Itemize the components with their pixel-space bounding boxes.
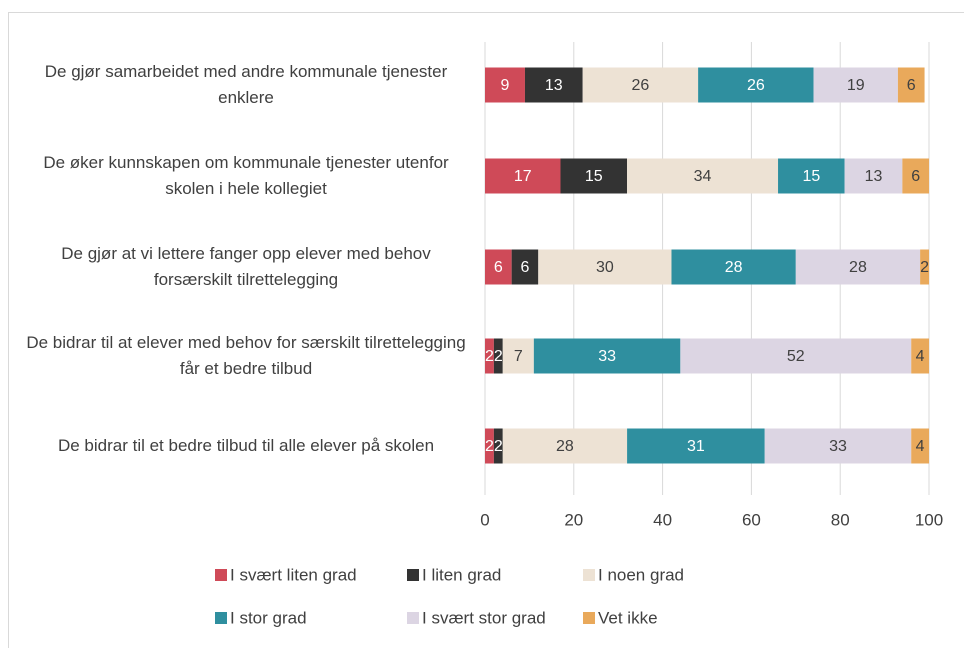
bar-segment — [844, 158, 903, 194]
value-label: 13 — [865, 168, 883, 185]
category-label: De bidrar til et bedre tilbud til alle e… — [57, 436, 435, 455]
bar-segment — [627, 158, 779, 194]
value-label: 13 — [545, 77, 563, 94]
value-label: 2 — [485, 438, 494, 455]
legend-swatch — [407, 612, 419, 624]
value-label: 6 — [494, 259, 503, 276]
value-label: 17 — [514, 168, 532, 185]
bar-segment — [485, 249, 512, 285]
value-label: 9 — [501, 77, 510, 94]
bar-segment — [627, 428, 765, 464]
value-label: 33 — [829, 438, 847, 455]
value-label: 4 — [916, 438, 925, 455]
bar-segment — [485, 158, 561, 194]
legend-swatch — [583, 612, 595, 624]
value-label: 30 — [596, 259, 614, 276]
value-label: 2 — [485, 348, 494, 365]
legend-label: I svært stor grad — [422, 608, 546, 627]
category-label: De bidrar til at elever med behov for sæ… — [26, 333, 466, 378]
legend-swatch — [215, 569, 227, 581]
x-tick-label: 80 — [831, 510, 850, 529]
bar-segment — [795, 249, 921, 285]
bar-segment — [502, 428, 628, 464]
value-label: 6 — [907, 77, 916, 94]
x-tick-label: 100 — [915, 510, 943, 529]
bar-segment — [502, 338, 534, 374]
x-tick-label: 0 — [480, 510, 489, 529]
bar-segment — [524, 67, 583, 103]
legend-label: I noen grad — [598, 565, 684, 584]
x-tick-label: 20 — [564, 510, 583, 529]
bar-segment — [560, 158, 628, 194]
chart-frame — [8, 12, 964, 648]
bar-segment — [671, 249, 796, 285]
category-label: De gjør at vi lettere fanger opp elever … — [61, 244, 431, 289]
value-label: 6 — [521, 259, 530, 276]
value-label: 15 — [802, 168, 820, 185]
legend-label: Vet ikke — [598, 608, 658, 627]
legend-label: I svært liten grad — [230, 565, 357, 584]
value-label: 28 — [725, 259, 743, 276]
bar-segment — [920, 249, 929, 285]
legend-swatch — [407, 569, 419, 581]
value-label: 26 — [747, 77, 765, 94]
bar-segment — [538, 249, 672, 285]
bar-segment — [897, 67, 925, 103]
bar-segment — [485, 338, 494, 374]
bar-segment — [485, 428, 494, 464]
value-label: 28 — [556, 438, 574, 455]
value-label: 2 — [920, 259, 929, 276]
legend-label: I liten grad — [422, 565, 501, 584]
value-label: 31 — [687, 438, 705, 455]
value-label: 26 — [632, 77, 650, 94]
value-label: 7 — [514, 348, 523, 365]
x-tick-label: 40 — [653, 510, 672, 529]
bar-segment — [493, 338, 503, 374]
x-tick-label: 60 — [742, 510, 761, 529]
bar-segment — [902, 158, 929, 194]
legend-swatch — [215, 612, 227, 624]
category-label: De øker kunnskapen om kommunale tjeneste… — [43, 153, 449, 198]
value-label: 15 — [585, 168, 603, 185]
bar-segment — [764, 428, 912, 464]
value-label: 52 — [787, 348, 805, 365]
bar-segment — [680, 338, 912, 374]
bar-segment — [485, 67, 525, 103]
value-label: 34 — [694, 168, 712, 185]
bar-segment — [911, 338, 929, 374]
bar-segment — [533, 338, 681, 374]
bar-segment — [511, 249, 539, 285]
legend-swatch — [583, 569, 595, 581]
bar-segment — [493, 428, 503, 464]
value-label: 6 — [911, 168, 920, 185]
bar-segment — [813, 67, 898, 103]
value-label: 33 — [598, 348, 616, 365]
value-label: 28 — [849, 259, 867, 276]
value-label: 19 — [847, 77, 865, 94]
bar-segment — [911, 428, 929, 464]
bar-segment — [582, 67, 699, 103]
legend-label: I stor grad — [230, 608, 307, 627]
value-label: 2 — [494, 348, 503, 365]
bar-segment — [778, 158, 845, 194]
bar-segment — [698, 67, 814, 103]
category-label: De gjør samarbeidet med andre kommunale … — [44, 62, 448, 107]
value-label: 2 — [494, 438, 503, 455]
value-label: 4 — [916, 348, 925, 365]
